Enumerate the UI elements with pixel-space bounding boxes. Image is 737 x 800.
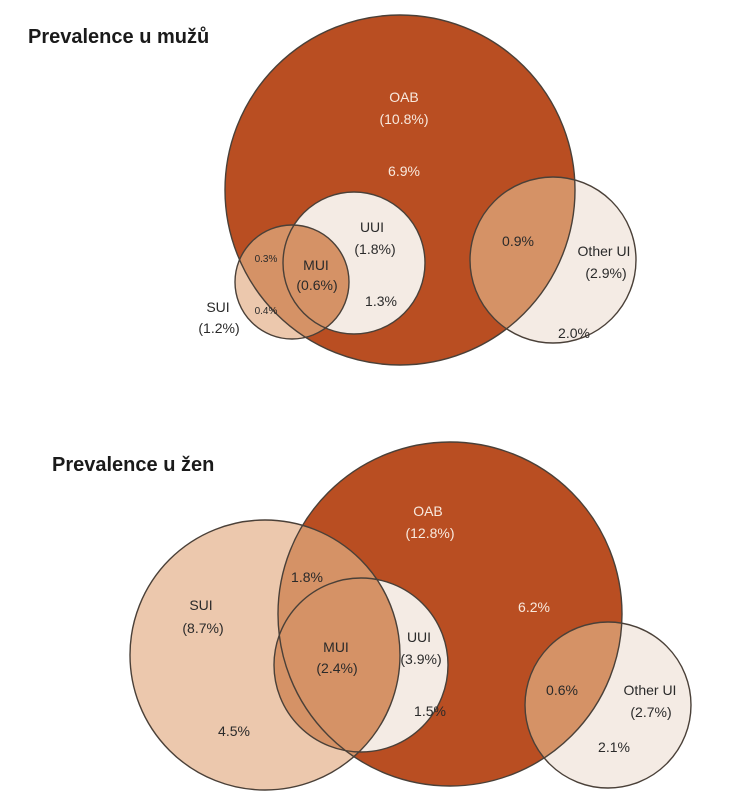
- men-sui-total: (1.2%): [198, 320, 239, 336]
- men-sui-name: SUI: [206, 299, 229, 315]
- women-other-oab: 0.6%: [546, 682, 578, 698]
- women-other-outline: [524, 621, 692, 789]
- women-other-name: Other UI: [624, 682, 677, 698]
- women-other-total: (2.7%): [630, 704, 671, 720]
- women-sui-total: (8.7%): [182, 620, 223, 636]
- women-diagram-title: Prevalence u žen: [52, 454, 215, 476]
- women-mui-total: (2.4%): [316, 660, 357, 676]
- women-other-only: 2.1%: [598, 739, 630, 755]
- men-other-total: (2.9%): [585, 265, 626, 281]
- women-sui-only: 4.5%: [218, 723, 250, 739]
- men-uui-only: 1.3%: [365, 293, 397, 309]
- men-venn: OAB (10.8%) 6.9% UUI (1.8%) 1.3% MUI (0.…: [198, 14, 637, 366]
- men-other-oab: 0.9%: [502, 233, 534, 249]
- men-mui-total: (0.6%): [296, 277, 337, 293]
- women-mui-name: MUI: [323, 639, 349, 655]
- women-oab-only: 6.2%: [518, 599, 550, 615]
- women-uui-total: (3.9%): [400, 651, 441, 667]
- women-uui-only: 1.5%: [414, 703, 446, 719]
- women-sui-oab: 1.8%: [291, 569, 323, 585]
- men-sui-only: 0.4%: [255, 306, 278, 317]
- women-venn: OAB (12.8%) 6.2% 1.8% SUI (8.7%) 4.5% MU…: [129, 441, 692, 791]
- men-sui-oab: 0.3%: [255, 254, 278, 265]
- women-oab-outline: [277, 441, 623, 787]
- men-oab-name: OAB: [389, 89, 419, 105]
- men-uui-name: UUI: [360, 219, 384, 235]
- women-uui-name: UUI: [407, 629, 431, 645]
- men-other-name: Other UI: [578, 243, 631, 259]
- men-oab-only: 6.9%: [388, 163, 420, 179]
- men-uui-total: (1.8%): [354, 241, 395, 257]
- women-oab-total: (12.8%): [405, 525, 454, 541]
- women-uui-outline: [273, 577, 449, 753]
- men-other-oab-overlap: [470, 177, 575, 343]
- women-sui-outline: [129, 519, 401, 791]
- men-other-only: 2.0%: [558, 325, 590, 341]
- women-oab-name: OAB: [413, 503, 443, 519]
- men-mui-name: MUI: [303, 257, 329, 273]
- men-uui-outline: [282, 191, 426, 335]
- men-oab-total: (10.8%): [379, 111, 428, 127]
- men-sui-outline: [234, 224, 350, 340]
- men-oab-outline: [224, 14, 576, 366]
- men-other-outline: [469, 176, 637, 344]
- women-mui-overlap: [274, 578, 400, 752]
- women-sui-name: SUI: [189, 597, 212, 613]
- men-diagram-title: Prevalence u mužů: [28, 26, 210, 48]
